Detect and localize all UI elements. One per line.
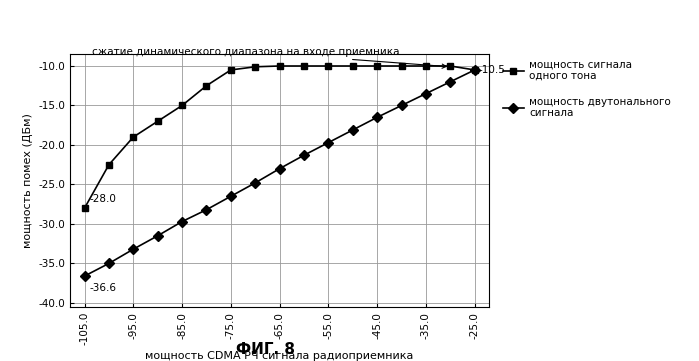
Text: -36.6: -36.6 (89, 283, 117, 293)
Y-axis label: мощность помех (ДБм): мощность помех (ДБм) (22, 113, 33, 248)
Text: -28.0: -28.0 (89, 194, 116, 204)
Text: -10.5: -10.5 (479, 65, 505, 75)
Text: сжатие динамического диапазона на входе приемника: сжатие динамического диапазона на входе … (92, 47, 446, 68)
Text: ФИГ. 8: ФИГ. 8 (236, 342, 295, 357)
Legend: мощность сигнала
одного тона, мощность двутонального
сигнала: мощность сигнала одного тона, мощность д… (503, 59, 670, 118)
X-axis label: мощность CDMA РЧ сигнала радиоприемника: мощность CDMA РЧ сигнала радиоприемника (145, 351, 414, 361)
